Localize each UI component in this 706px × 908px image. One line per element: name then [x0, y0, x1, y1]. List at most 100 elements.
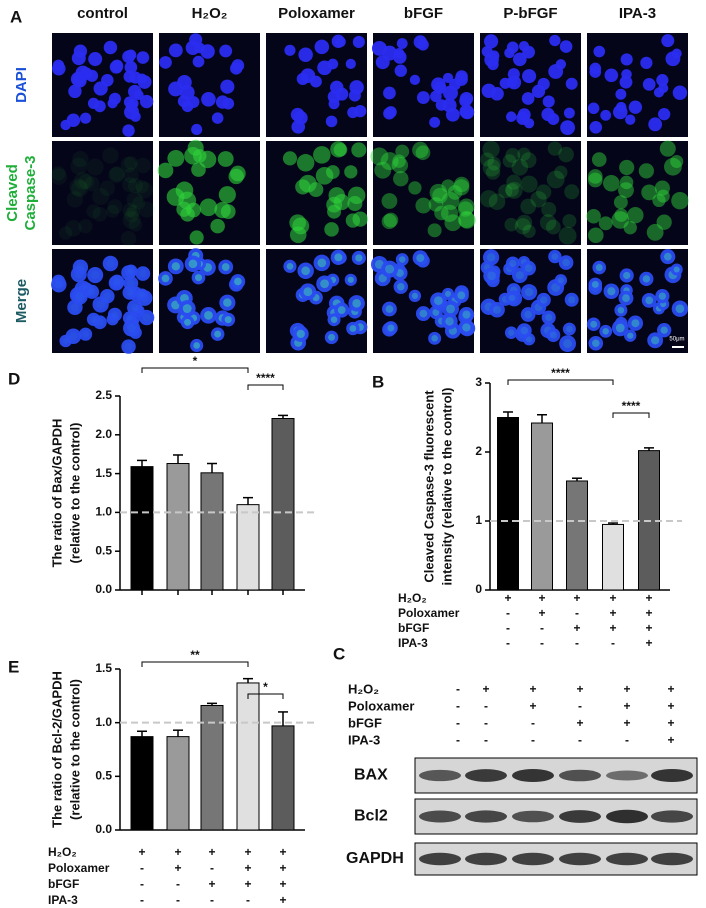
micrograph-bg: [587, 141, 688, 245]
nucleus: [101, 74, 114, 87]
cell-signal: [656, 214, 672, 230]
bar: [130, 466, 154, 591]
error-bar: [173, 729, 183, 737]
cell-signal: [324, 222, 339, 237]
blot-band: [512, 810, 554, 823]
treatment-sign: +: [623, 699, 630, 713]
bar: [602, 523, 624, 591]
cell-signal: [614, 208, 628, 222]
cell-signal: [615, 323, 625, 333]
nucleus: [412, 250, 428, 266]
cell-signal: [671, 192, 689, 210]
cell-signal: [92, 187, 110, 206]
treatment-label: bFGF: [348, 715, 382, 730]
nucleus: [559, 335, 577, 353]
y-tick-label: 1.5: [95, 661, 112, 675]
cell-signal: [161, 274, 170, 283]
nucleus: [68, 84, 82, 99]
cell-signal: [107, 199, 123, 215]
bar: [200, 704, 224, 831]
cell-signal: [618, 182, 634, 199]
blot-band: [559, 852, 601, 866]
nucleus: [619, 268, 634, 283]
nucleus: [352, 35, 365, 48]
cell-signal: [387, 324, 395, 332]
nucleus: [72, 73, 87, 88]
significance-bracket: [507, 379, 614, 385]
nucleus: [565, 77, 578, 90]
treatment-sign: +: [174, 861, 181, 875]
cell-signal: [303, 287, 313, 297]
nucleus: [536, 292, 551, 308]
cell-signal: [488, 193, 506, 211]
treatment-sign: -: [456, 699, 460, 713]
cell-signal: [286, 263, 294, 270]
cell-signal: [514, 218, 531, 235]
nucleus: [135, 288, 149, 301]
cell-signal: [603, 174, 620, 192]
nucleus: [521, 284, 538, 301]
nucleus: [85, 69, 99, 82]
nucleus: [168, 43, 183, 58]
y-tick-label: 0.5: [95, 543, 112, 557]
cell-signal: [631, 319, 640, 328]
column-header: IPA-3: [619, 5, 656, 22]
cell-signal: [99, 180, 116, 197]
nucleus: [79, 112, 92, 124]
cell-signal: [111, 311, 119, 319]
nucleus: [347, 106, 359, 119]
cell-signal: [558, 226, 577, 245]
column-header: P-bFGF: [503, 5, 557, 22]
cell-signal: [658, 292, 667, 300]
nucleus: [558, 255, 574, 270]
error-bar: [278, 711, 288, 726]
treatment-sign: -: [140, 861, 144, 875]
nucleus: [672, 85, 688, 100]
cell-signal: [623, 271, 631, 280]
cell-signal: [113, 278, 121, 286]
column-header: Poloxamer: [278, 5, 355, 22]
cell-signal: [223, 298, 232, 307]
treatment-label: Poloxamer: [348, 698, 414, 713]
bar: [271, 418, 295, 591]
treatment-sign: -: [625, 733, 629, 747]
nucleus: [505, 291, 519, 305]
cell-signal: [645, 296, 654, 305]
cell-signal: [86, 204, 101, 219]
cell-signal: [641, 184, 658, 201]
scale-bar-label: 50μm: [669, 337, 684, 343]
cell-signal: [391, 156, 409, 174]
cell-signal: [124, 207, 139, 223]
nucleus: [185, 40, 201, 55]
nucleus: [517, 108, 531, 122]
nucleus: [603, 283, 620, 300]
bar: [130, 736, 154, 831]
micrograph: [266, 33, 367, 137]
micrograph: [158, 248, 260, 353]
nucleus: [441, 313, 458, 330]
cell-signal: [509, 259, 517, 267]
row-label: Cleaved: [4, 164, 21, 222]
treatment-sign: +: [174, 845, 181, 859]
error-bar: [503, 411, 513, 418]
nucleus: [483, 34, 499, 49]
treatment-sign: +: [609, 591, 616, 605]
nucleus: [548, 249, 562, 264]
treatment-sign: -: [540, 621, 544, 635]
nucleus: [458, 319, 475, 336]
cell-signal: [142, 313, 151, 322]
nucleus: [541, 310, 556, 325]
nucleus: [587, 102, 600, 115]
micrograph: [370, 141, 476, 245]
cell-signal: [462, 323, 471, 332]
y-tick-label: 2.0: [95, 427, 112, 441]
y-axis-label: The ratio of Bax/GAPDH: [49, 419, 64, 568]
y-axis-label: (relative to the control): [67, 679, 82, 820]
significance-bracket: [247, 693, 284, 699]
cell-signal: [562, 214, 577, 229]
nucleus: [611, 319, 629, 337]
cell-signal: [383, 212, 399, 228]
y-tick-label: 2: [475, 444, 482, 458]
treatment-sign: -: [540, 636, 544, 650]
cell-signal: [90, 315, 97, 323]
